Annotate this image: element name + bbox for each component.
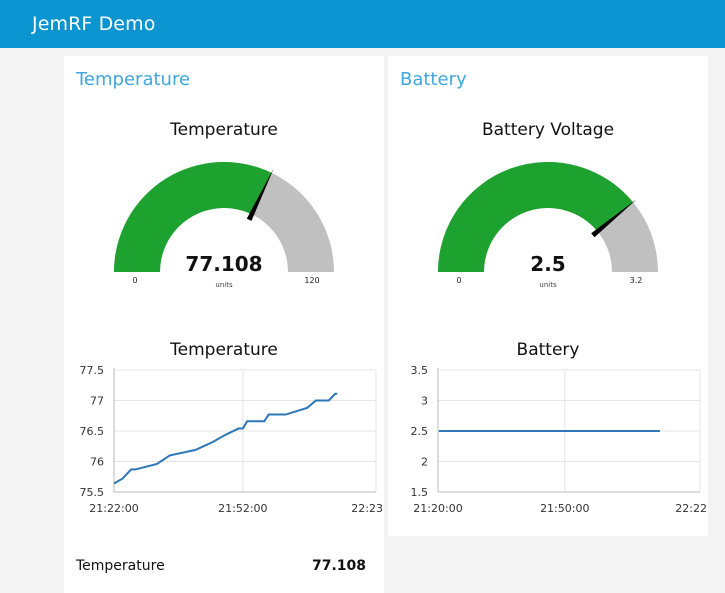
temperature-gauge: 77.108 units 0 120 — [114, 162, 334, 289]
x-tick-label: 21:22:00 — [89, 502, 138, 515]
gauge-needle — [246, 168, 274, 221]
y-tick-label: 77 — [90, 395, 104, 408]
temperature-text-value: 77.108 — [311, 558, 366, 574]
gauge-fill — [114, 162, 272, 272]
gauge-value: 2.5 — [530, 252, 565, 276]
y-tick-label: 3 — [421, 395, 428, 408]
gauge-min-label: 0 — [456, 276, 461, 285]
gauge-min-label: 0 — [132, 276, 137, 285]
y-tick-label: 76 — [90, 456, 104, 469]
x-tick-label: 21:52:00 — [218, 502, 267, 515]
x-tick-label: 22:22:00 — [675, 502, 708, 515]
gauge-fill — [438, 162, 634, 272]
gauge-needle — [591, 199, 637, 238]
gauge-max-label: 120 — [304, 276, 319, 285]
top-bar: JemRF Demo — [0, 0, 725, 48]
temperature-chart-title: Temperature — [170, 340, 278, 360]
battery-gauge: 2.5 units 0 3.2 — [438, 162, 658, 289]
battery-group-title: Battery — [400, 69, 467, 90]
y-tick-label: 2 — [421, 456, 428, 469]
app-title: JemRF Demo — [32, 13, 156, 35]
y-tick-label: 1.5 — [411, 486, 429, 499]
battery-gauge-title: Battery Voltage — [481, 120, 615, 140]
y-tick-label: 2.5 — [411, 425, 429, 438]
temperature-gauge-title: Temperature — [170, 120, 278, 140]
y-tick-label: 3.5 — [411, 364, 429, 377]
x-tick-label: 22:23:00 — [351, 502, 384, 515]
y-tick-label: 75.5 — [80, 486, 105, 499]
gauge-max-label: 3.2 — [630, 276, 643, 285]
battery-group: Battery Battery Voltage 2.5 units 0 3.2 … — [388, 56, 708, 536]
gauge-value: 77.108 — [185, 252, 262, 276]
y-tick-label: 76.5 — [80, 425, 105, 438]
battery-chart: 1.5 2 2.5 3 3.5 21:20:00 21:50:00 22:22:00 — [411, 364, 709, 515]
temperature-group: Temperature Temperature 77.108 units 0 1… — [64, 56, 384, 593]
temperature-group-title: Temperature — [76, 69, 191, 90]
gauge-units: units — [215, 281, 233, 289]
y-tick-label: 77.5 — [80, 364, 105, 377]
x-tick-label: 21:50:00 — [540, 502, 589, 515]
temperature-text-label: Temperature — [76, 558, 165, 574]
x-tick-label: 21:20:00 — [413, 502, 462, 515]
gauge-units: units — [539, 281, 557, 289]
temperature-chart: 75.5 76 76.5 77 77.5 21:22:00 21:52:00 22:23:00 — [80, 364, 385, 515]
series-line — [113, 392, 338, 485]
battery-chart-title: Battery — [516, 340, 580, 360]
